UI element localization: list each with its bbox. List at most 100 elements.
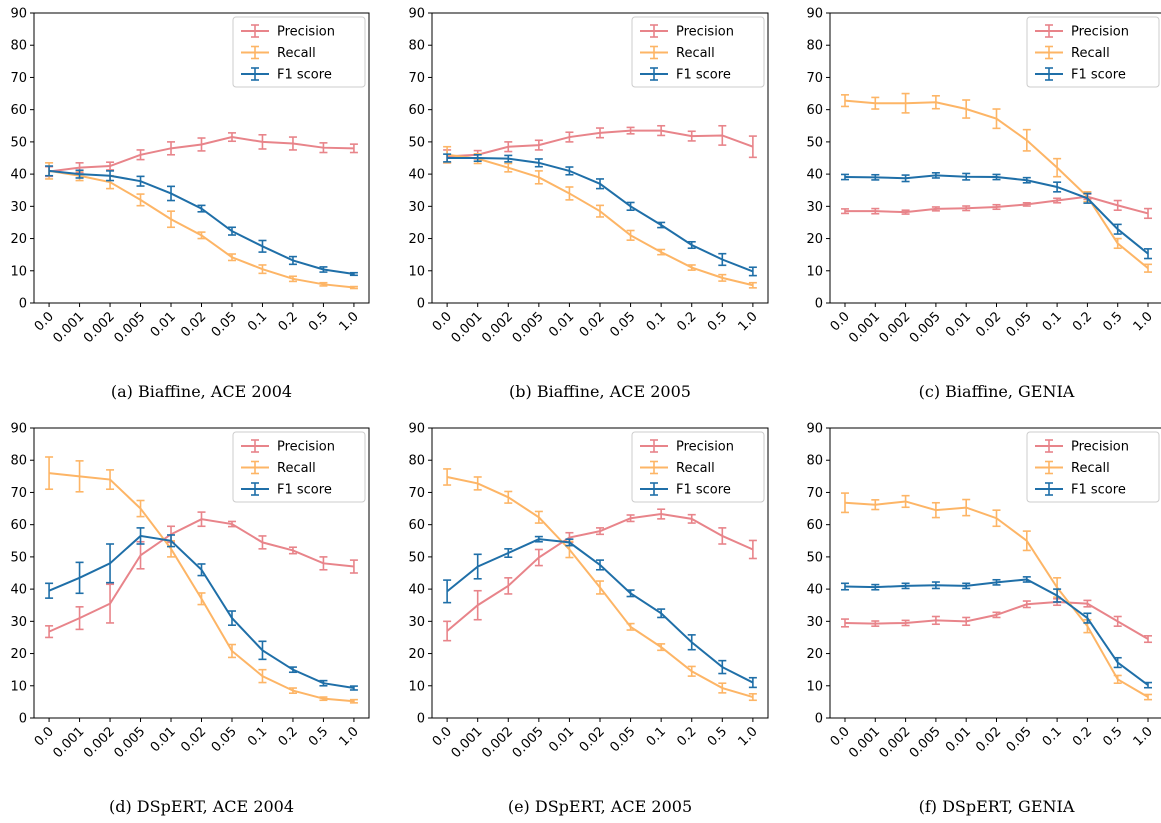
y-tick-label: 90: [408, 7, 425, 22]
series-line: [48, 472, 355, 703]
y-tick-label: 50: [806, 550, 823, 565]
series-recall: [443, 468, 757, 702]
y-tick-label: 90: [10, 7, 27, 22]
y-tick-label: 60: [10, 103, 27, 118]
series-line: [48, 169, 355, 289]
y-tick-label: 30: [10, 200, 27, 215]
legend: Precision Recall F1 score: [631, 16, 765, 88]
x-tick-label: 0.1: [245, 724, 270, 749]
series-recall: [45, 456, 358, 704]
x-tick-label: 0.001: [846, 309, 883, 346]
legend-label: Recall: [676, 46, 715, 61]
x-tick-label: 1.0: [1131, 309, 1156, 334]
x-tick-label: 0.05: [209, 724, 240, 755]
series-recall: [840, 492, 1153, 701]
y-tick-label: 0: [19, 712, 27, 727]
y-tick-label: 40: [10, 583, 27, 598]
y-tick-label: 30: [10, 615, 27, 630]
x-tick-label: 0.1: [1040, 309, 1065, 334]
x-tick-label: 0.01: [148, 724, 179, 755]
x-tick-label: 0.001: [50, 724, 87, 761]
x-tick-label: 0.5: [306, 724, 331, 749]
y-tick-label: 70: [10, 486, 27, 501]
y-tick-label: 0: [417, 712, 425, 727]
legend: Precision Recall F1 score: [631, 431, 765, 503]
chart-caption: (c) Biaffine, GENIA: [919, 382, 1075, 401]
y-tick-label: 50: [408, 550, 425, 565]
y-tick-label: 70: [408, 486, 425, 501]
y-tick-label: 60: [408, 103, 425, 118]
y-tick-label: 80: [408, 39, 425, 54]
legend: Precision Recall F1 score: [232, 16, 366, 88]
x-tick-label: 0.1: [644, 724, 669, 749]
x-tick-label: 0.5: [705, 724, 730, 749]
series-recall: [443, 145, 757, 289]
y-tick-label: 40: [806, 583, 823, 598]
y-tick-label: 40: [408, 583, 425, 598]
legend: Precision Recall F1 score: [232, 431, 366, 503]
y-tick-label: 0: [815, 712, 823, 727]
y-tick-label: 70: [806, 71, 823, 86]
y-tick-label: 80: [10, 454, 27, 469]
y-tick-label: 90: [806, 422, 823, 437]
legend-label: F1 score: [1071, 68, 1126, 83]
x-tick-label: 0.1: [644, 309, 669, 334]
x-tick-label: 0.001: [449, 309, 486, 346]
y-tick-label: 20: [806, 647, 823, 662]
series-line: [844, 578, 1149, 686]
legend-label: Recall: [676, 461, 715, 476]
y-tick-label: 70: [10, 71, 27, 86]
y-tick-label: 80: [408, 454, 425, 469]
legend-label: F1 score: [676, 483, 731, 498]
legend-label: Precision: [277, 25, 335, 40]
x-tick-label: 0.02: [577, 724, 608, 755]
legend-label: Precision: [1071, 440, 1129, 455]
series-line: [844, 600, 1149, 640]
y-tick-label: 10: [10, 264, 27, 279]
legend: Precision Recall F1 score: [1026, 431, 1160, 503]
x-tick-label: 0.01: [943, 724, 974, 755]
y-tick-label: 90: [408, 422, 425, 437]
series-line: [446, 153, 754, 287]
y-tick-label: 40: [806, 168, 823, 183]
series-f1-score: [45, 527, 358, 691]
legend-label: Recall: [1071, 461, 1110, 476]
series-recall: [840, 92, 1153, 273]
x-tick-label: 0.2: [1070, 724, 1095, 749]
y-tick-label: 20: [10, 232, 27, 247]
y-tick-label: 30: [806, 200, 823, 215]
series-f1-score: [840, 172, 1153, 260]
x-tick-label: 0.2: [276, 724, 301, 749]
series-line: [48, 169, 355, 275]
y-tick-label: 70: [408, 71, 425, 86]
legend-box: [232, 431, 366, 503]
legend-box: [631, 431, 765, 503]
x-tick-label: 0.005: [111, 309, 148, 346]
x-tick-label: 0.1: [1040, 724, 1065, 749]
x-tick-label: 0.2: [1070, 309, 1095, 334]
x-tick-label: 0.002: [876, 724, 913, 761]
x-tick-label: 0.005: [907, 309, 944, 346]
legend-label: F1 score: [1071, 483, 1126, 498]
series-f1-score: [443, 153, 757, 277]
legend-label: Recall: [1071, 46, 1110, 61]
y-tick-label: 20: [408, 647, 425, 662]
x-tick-label: 0.2: [276, 309, 301, 334]
x-tick-label: 0.05: [607, 309, 638, 340]
x-tick-label: 0.02: [178, 309, 209, 340]
chart-caption: (d) DSpERT, ACE 2004: [109, 797, 294, 816]
legend-label: F1 score: [277, 483, 332, 498]
x-tick-label: 0.005: [510, 724, 547, 761]
y-tick-label: 50: [806, 135, 823, 150]
x-tick-label: 0.002: [81, 724, 118, 761]
y-tick-label: 60: [10, 518, 27, 533]
legend: Precision Recall F1 score: [1026, 16, 1160, 88]
y-tick-label: 60: [806, 103, 823, 118]
x-tick-label: 0.01: [943, 309, 974, 340]
legend-label: Precision: [676, 440, 734, 455]
x-tick-label: 0.02: [973, 724, 1004, 755]
y-tick-label: 50: [408, 135, 425, 150]
